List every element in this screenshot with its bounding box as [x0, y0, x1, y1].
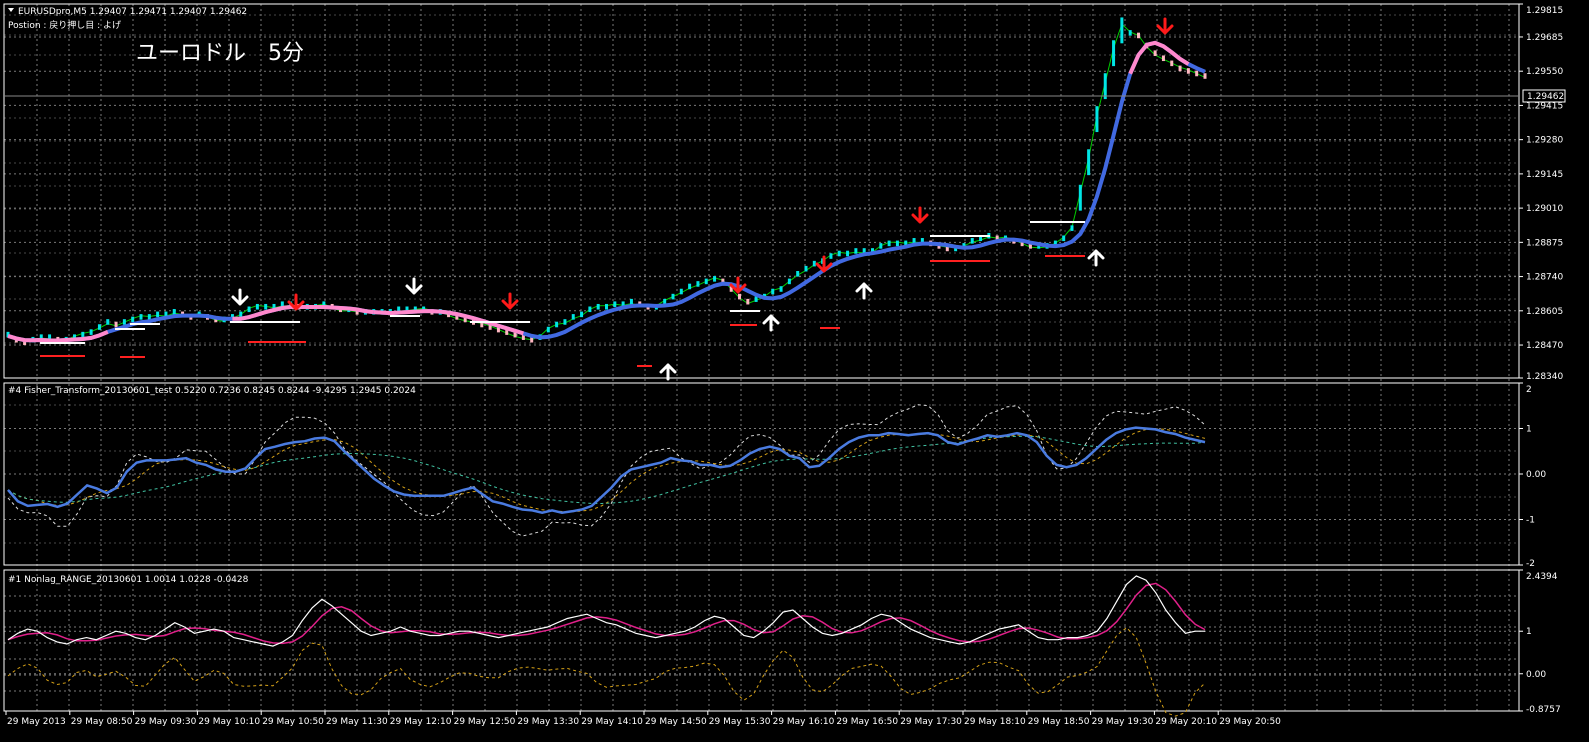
overlay-title: ユーロドル 5分: [136, 41, 304, 66]
moving-average-pink: [1128, 40, 1190, 75]
y-tick-label: 0.00: [1526, 670, 1546, 680]
y-tick-label: 1.29415: [1526, 101, 1563, 111]
nonlag-white-line: [7, 575, 1205, 647]
fisher-line: [7, 426, 1206, 514]
x-tick-label: 29 May 15:30: [709, 717, 771, 727]
current-price-box: [1522, 89, 1566, 103]
x-tick-label: 29 May 10:10: [198, 717, 260, 727]
sell-arrow-icon: [815, 255, 833, 273]
y-tick-label: 1.28740: [1526, 273, 1563, 283]
panel-frames: [3, 3, 1520, 712]
fisher-title: #4 Fisher_Transform_20130601_test 0.5220…: [8, 386, 416, 396]
x-tick-label: 29 May 2013: [7, 717, 66, 727]
sell-arrow-icon: [231, 288, 249, 306]
sell-arrow-icon: [911, 206, 929, 224]
x-tick-label: 29 May 14:10: [581, 717, 643, 727]
nonlag-magenta-line: [7, 582, 1206, 645]
y-tick-label: 1.29550: [1526, 67, 1563, 77]
fisher-dotted-cyan: [7, 435, 1206, 505]
buy-arrow-icon: [659, 363, 677, 381]
current-price-label: 1.29462: [1527, 92, 1564, 102]
buy-arrow-icon: [1087, 249, 1105, 267]
y-tick-label: 2.4394: [1526, 572, 1558, 582]
sell-arrow-icon: [1156, 17, 1174, 35]
y-tick-label: 1: [1526, 425, 1532, 435]
sell-arrow-icon: [729, 276, 747, 294]
x-tick-label: 29 May 18:50: [1028, 717, 1090, 727]
moving-average-pink: [7, 330, 109, 343]
x-tick-label: 29 May 20:10: [1155, 717, 1217, 727]
fisher-panel: [7, 404, 1206, 537]
panel-frame: [3, 3, 1520, 379]
nonlag-dotted-gold: [7, 626, 1206, 717]
price-panel: [4, 17, 1519, 381]
panel-frame: [3, 569, 1520, 712]
y-tick-label: 1.29815: [1526, 6, 1563, 16]
y-tick-label: 1.29280: [1526, 136, 1563, 146]
fisher-dotted-yellow: [7, 428, 1206, 513]
y-tick-label: 1.28340: [1526, 372, 1563, 382]
dropdown-arrow-icon[interactable]: [8, 8, 14, 12]
y-tick-label: 0.00: [1526, 470, 1546, 480]
nonlag-panel: [7, 575, 1206, 717]
x-tick-label: 29 May 19:30: [1092, 717, 1154, 727]
panel-frame: [3, 382, 1520, 566]
y-tick-label: 1.28605: [1526, 307, 1563, 317]
x-tick-label: 29 May 18:10: [964, 717, 1026, 727]
x-tick-label: 29 May 17:30: [900, 717, 962, 727]
y-tick-label: 1.29010: [1526, 204, 1563, 214]
y-tick-label: 2: [1526, 385, 1532, 395]
x-tick-label: 29 May 13:30: [517, 717, 579, 727]
y-tick-label: -0.8757: [1526, 705, 1561, 715]
sell-arrow-icon: [405, 277, 423, 295]
x-tick-label: 29 May 10:50: [262, 717, 324, 727]
y-tick-label: 1: [1526, 627, 1532, 637]
grid: [4, 3, 1519, 712]
x-tick-label: 29 May 09:30: [135, 717, 197, 727]
moving-average-pink: [373, 309, 524, 336]
x-tick-label: 29 May 16:50: [836, 717, 898, 727]
position-info: Postion : 戻り押し目 : よげ: [8, 19, 121, 31]
y-tick-label: 1.28875: [1526, 238, 1563, 248]
moving-average: [7, 40, 1206, 343]
x-tick-label: 29 May 12:10: [390, 717, 452, 727]
y-tick-label: 1.28470: [1526, 341, 1563, 351]
x-tick-label: 29 May 11:30: [326, 717, 388, 727]
y-tick-label: -2: [1526, 559, 1535, 569]
y-tick-label: -1: [1526, 516, 1535, 526]
x-tick-label: 29 May 12:50: [454, 717, 516, 727]
x-tick-label: 29 May 20:50: [1219, 717, 1281, 727]
axis-labels: 1.29815 1.29685 1.29550 1.29415 1.29280 1.291…: [5, 3, 1563, 727]
y-tick-label: 1.29145: [1526, 170, 1563, 180]
fisher-dotted-white: [7, 404, 1206, 537]
symbol-info: EURUSDpro,M5 1.29407 1.29471 1.29407 1.2…: [18, 7, 247, 17]
y-tick-label: 1.29685: [1526, 33, 1563, 43]
x-tick-label: 29 May 14:50: [645, 717, 707, 727]
x-tick-label: 29 May 16:10: [773, 717, 835, 727]
buy-arrow-icon: [855, 282, 873, 300]
nonlag-title: #1 Nonlag_RANGE_20130601 1.0014 1.0228 -…: [8, 575, 249, 585]
buy-arrow-icon: [762, 314, 780, 332]
moving-average-pink: [232, 305, 375, 321]
x-tick-label: 29 May 08:50: [71, 717, 133, 727]
sell-arrow-icon: [501, 292, 519, 310]
sell-arrow-icon: [287, 293, 305, 311]
